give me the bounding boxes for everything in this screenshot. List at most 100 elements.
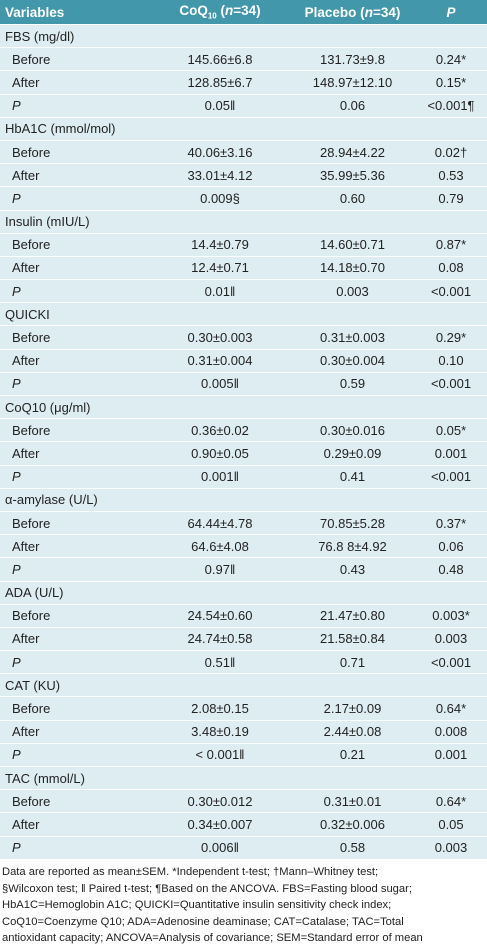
cell: 33.01±4.12 xyxy=(187,167,253,183)
cell: 0.41 xyxy=(339,469,366,485)
cell: 0.58 xyxy=(339,840,366,856)
row-label: After xyxy=(12,167,40,183)
row-label: P xyxy=(12,469,21,485)
cell: 21.58±0.84 xyxy=(320,631,385,647)
cell: 14.60±0.71 xyxy=(320,237,385,253)
cell: 0.006‖ xyxy=(201,840,239,856)
cell: 145.66±6.8 xyxy=(187,51,253,67)
cell: 0.003 xyxy=(336,283,369,299)
row-label: P xyxy=(12,190,21,206)
data-row: After 0.90±0.05 0.29±0.09 0.001 xyxy=(0,442,487,466)
header-cell: P xyxy=(446,4,456,20)
cell: 0.29±0.09 xyxy=(323,445,382,461)
cell: 3.48±0.19 xyxy=(191,724,249,740)
row-label: P xyxy=(12,376,21,392)
header-text: =34) xyxy=(372,4,401,20)
row-label: P xyxy=(12,561,21,577)
row-label: Before xyxy=(12,237,51,253)
cell: 0.06 xyxy=(438,538,464,554)
data-row: Before 40.06±3.16 28.94±4.22 0.02† xyxy=(0,140,487,165)
data-row: Before 145.66±6.8 131.73±9.8 0.24* xyxy=(0,48,487,72)
cell: 0.31±0.003 xyxy=(320,330,385,346)
footnote-line: §Wilcoxon test; ‖ Paired t-test; ¶Based … xyxy=(2,882,412,895)
row-label: P xyxy=(12,747,21,763)
cell: 70.85±5.28 xyxy=(320,515,385,531)
row-label: After xyxy=(12,445,40,461)
cell: 0.05‖ xyxy=(204,98,236,114)
cell: 0.001‖ xyxy=(201,469,239,485)
header-text: Placebo ( xyxy=(304,4,365,20)
data-row: After 12.4±0.71 14.18±0.70 0.08 xyxy=(0,256,487,281)
cell: 0.08 xyxy=(438,260,464,276)
group-row: α-amylase (U/L) xyxy=(0,488,487,512)
cell: 0.001 xyxy=(434,747,468,763)
row-label: Before xyxy=(12,608,51,624)
cell: 0.30±0.003 xyxy=(187,330,253,346)
group-title: CoQ10 (μg/ml) xyxy=(5,399,91,415)
cell: 0.79 xyxy=(438,190,464,206)
cell: 0.24* xyxy=(435,51,467,67)
cell: 0.64* xyxy=(435,701,467,717)
data-row: After 24.74±0.58 21.58±0.84 0.003 xyxy=(0,627,487,652)
group-row: CoQ10 (μg/ml) xyxy=(0,396,487,420)
cell: 0.51‖ xyxy=(204,654,236,670)
table: Variables CoQ10 (n=34) Placebo (n=34) P … xyxy=(0,0,487,860)
group-title: Insulin (mIU/L) xyxy=(5,214,90,230)
cell: 131.73±9.8 xyxy=(320,51,385,67)
cell: 0.05 xyxy=(438,816,464,832)
group-title: HbA1C (mmol/mol) xyxy=(5,121,116,137)
cell: 0.003 xyxy=(434,840,468,856)
data-row: P 0.97‖ 0.43 0.48 xyxy=(0,558,487,582)
cell: 128.85±6.7 xyxy=(187,74,253,90)
data-row: After 128.85±6.7 148.97±12.10 0.15* xyxy=(0,71,487,95)
header-text: n xyxy=(225,3,234,19)
cell: 0.30±0.016 xyxy=(320,422,385,438)
data-row: After 33.01±4.12 35.99±5.36 0.53 xyxy=(0,164,487,188)
cell: 0.06 xyxy=(339,98,366,114)
cell: 0.30±0.004 xyxy=(320,353,385,369)
cell: 35.99±5.36 xyxy=(320,167,385,183)
data-row: P 0.01‖ 0.003 <0.001 xyxy=(0,280,487,304)
cell: <0.001 xyxy=(430,469,472,485)
data-row: After 0.34±0.007 0.32±0.006 0.05 xyxy=(0,813,487,837)
row-label: Before xyxy=(12,793,51,809)
row-label: Before xyxy=(12,330,51,346)
header-cell: CoQ10 (n=34) xyxy=(150,3,290,21)
row-label: After xyxy=(12,816,40,832)
row-label: Before xyxy=(12,144,51,160)
footnote-line: antioxidant capacity; ANCOVA=Analysis of… xyxy=(2,932,423,945)
header-text: =34) xyxy=(233,3,261,19)
row-label: After xyxy=(12,724,40,740)
footnote: Data are reported as mean±SEM. *Independ… xyxy=(2,864,423,947)
header-text: ( xyxy=(216,3,226,19)
group-row: QUICKI xyxy=(0,303,487,327)
data-row: Before 64.44±4.78 70.85±5.28 0.37* xyxy=(0,511,487,536)
cell: 24.74±0.58 xyxy=(187,631,253,647)
cell: 0.10 xyxy=(438,353,464,369)
cell: 0.31±0.01 xyxy=(323,793,382,809)
cell: 0.71 xyxy=(339,654,366,670)
header-cell: Placebo (n=34) xyxy=(290,5,415,20)
group-title: TAC (mmol/L) xyxy=(5,770,85,786)
cell: < 0.001‖ xyxy=(195,747,245,763)
row-label: P xyxy=(12,283,21,299)
data-row: P < 0.001‖ 0.21 0.001 xyxy=(0,743,487,767)
header-subscript: 10 xyxy=(207,11,217,21)
cell: 0.34±0.007 xyxy=(187,816,253,832)
row-label: Before xyxy=(12,51,51,67)
cell: 0.48 xyxy=(438,561,464,577)
cell: 0.21 xyxy=(339,747,366,763)
cell: 148.97±12.10 xyxy=(312,74,393,90)
cell: <0.001 xyxy=(430,283,472,299)
row-label: P xyxy=(12,654,21,670)
cell: 0.15* xyxy=(435,74,467,90)
group-row: HbA1C (mmol/mol) xyxy=(0,117,487,141)
cell: 76.8 8±4.92 xyxy=(318,538,387,554)
cell: 12.4±0.71 xyxy=(191,260,249,276)
data-row: Before 0.36±0.02 0.30±0.016 0.05* xyxy=(0,419,487,443)
cell: 0.97‖ xyxy=(204,561,236,577)
footnote-line: HbA1C=Hemoglobin A1C; QUICKI=Quantitativ… xyxy=(2,899,392,912)
cell: 14.4±0.79 xyxy=(191,237,249,253)
cell: <0.001¶ xyxy=(427,98,475,114)
data-row: P 0.005‖ 0.59 <0.001 xyxy=(0,372,487,396)
